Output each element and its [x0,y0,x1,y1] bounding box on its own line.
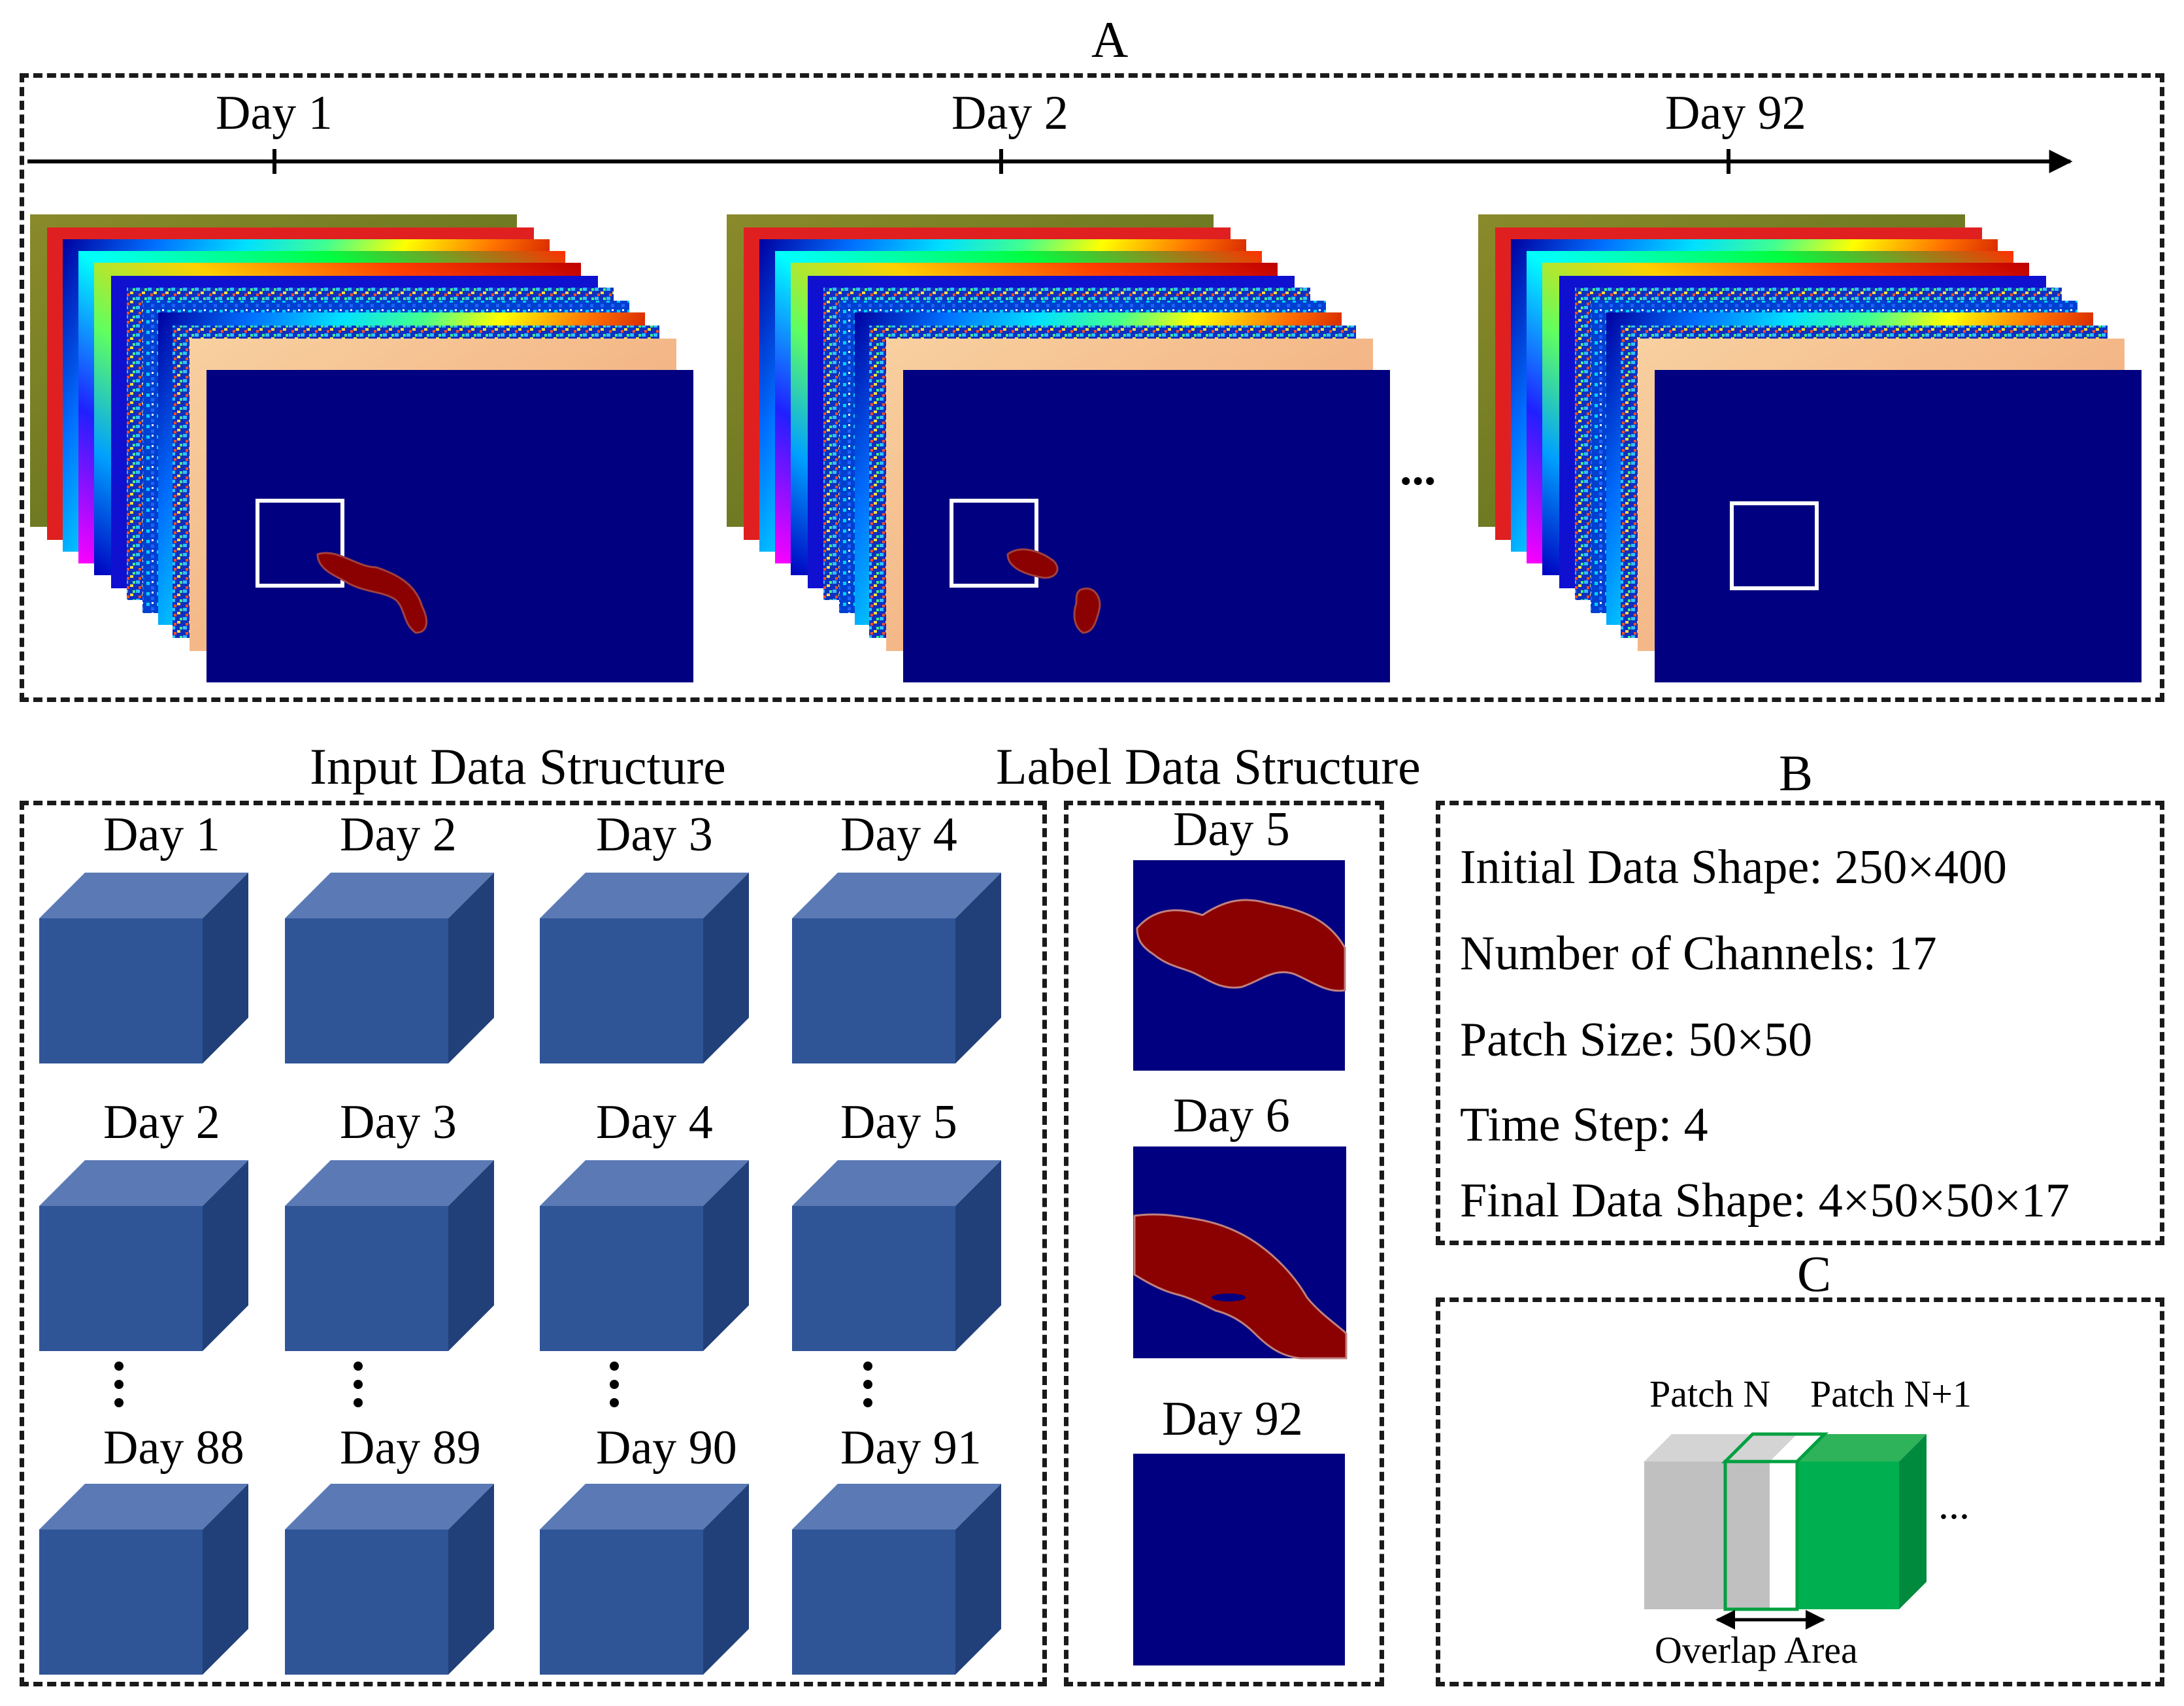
label-map-day92 [1133,1454,1345,1665]
patch-window [1730,501,1819,590]
label-map-day5 [1133,860,1346,1071]
panel-a-frame [20,73,2164,702]
input-day-label: Day 1 [103,808,220,861]
input-day-label: Day 2 [103,1096,220,1149]
panel-b-frame [1436,801,2164,1245]
input-day-label: Day 5 [840,1096,957,1149]
input-day-label: Day 91 [840,1421,982,1475]
input-day-label: Day 89 [340,1421,481,1475]
label-structure-frame [1064,801,1384,1686]
input-day-label: Day 2 [340,808,457,861]
input-day-label: Day 3 [340,1096,457,1149]
label-map-day6 [1133,1146,1348,1360]
panel-c-frame [1436,1297,2164,1686]
fire-region [1073,587,1101,634]
input-cube [792,873,1001,1063]
label-structure-title: Label Data Structure [996,738,1421,795]
input-day-label: Day 4 [840,808,957,861]
panel-c-title: C [1797,1245,1832,1302]
input-day-label: Day 4 [596,1096,713,1149]
input-day-label: Day 90 [596,1421,737,1475]
input-cube [792,1484,1001,1675]
input-cube [39,873,248,1063]
patch-n1-label: Patch N+1 [1810,1373,1972,1415]
label-day-label: Day 92 [1162,1392,1303,1446]
input-cube [285,873,494,1063]
input-cubes [39,873,1001,1675]
input-vertical-ellipsis [114,1362,872,1407]
patch-window [256,499,344,588]
timeline-label-day2: Day 2 [951,86,1068,140]
panel-b-title: B [1779,744,1813,801]
input-day-label: Day 3 [596,808,713,861]
input-structure-title: Input Data Structure [310,738,726,795]
input-day-label: Day 88 [103,1421,244,1475]
day2-layer-stack [727,214,1390,682]
patch-size: Patch Size: 50×50 [1460,1013,1813,1067]
day92-layer-stack [1478,214,2142,682]
fire-region [1006,548,1059,579]
final-data-shape: Final Data Shape: 4×50×50×17 [1460,1174,2070,1228]
patch-window [950,499,1038,588]
timeline-label-day92: Day 92 [1665,86,1806,140]
patch-overlap-illustration [1644,1432,1927,1630]
fire-region [316,552,428,634]
input-cube [39,1484,248,1675]
initial-data-shape: Initial Data Shape: 250×400 [1460,841,2008,894]
input-cube [792,1160,1001,1351]
timeline-label-day1: Day 1 [216,86,333,140]
input-structure-frame [20,801,1047,1686]
number-of-channels: Number of Channels: 17 [1460,927,1937,980]
patch-n-label: Patch N [1649,1373,1771,1415]
day1-layer-stack [30,214,693,682]
label-day-label: Day 6 [1173,1089,1290,1143]
panel-c-ellipsis: ... [1938,1481,1970,1528]
panel-a-title: A [1091,11,1129,68]
input-cube [285,1160,494,1351]
label-day-label: Day 5 [1173,803,1290,856]
input-cube [540,873,749,1063]
overlap-area-label: Overlap Area [1655,1629,1858,1671]
input-cube [540,1484,749,1675]
input-cube [39,1160,248,1351]
panel-a-ellipsis: ... [1400,442,1436,495]
time-step: Time Step: 4 [1460,1098,1708,1152]
input-cube [285,1484,494,1675]
input-cube [540,1160,749,1351]
